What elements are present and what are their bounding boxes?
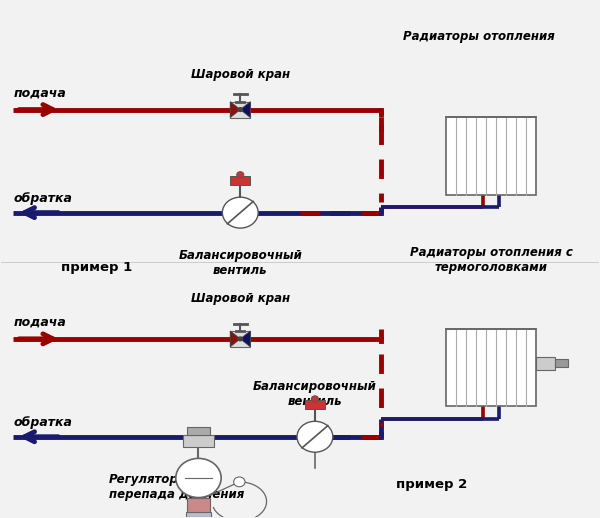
Bar xyxy=(230,176,250,185)
Bar xyxy=(230,102,250,118)
Bar xyxy=(305,400,325,409)
Polygon shape xyxy=(230,331,240,347)
Polygon shape xyxy=(240,102,250,118)
Text: Балансировочный
вентиль: Балансировочный вентиль xyxy=(253,380,377,408)
Bar xyxy=(555,359,568,367)
Bar xyxy=(446,117,536,195)
Circle shape xyxy=(297,421,333,452)
Bar xyxy=(187,498,210,517)
Polygon shape xyxy=(230,102,240,118)
Text: пример 2: пример 2 xyxy=(395,478,467,491)
Text: Шаровой кран: Шаровой кран xyxy=(191,68,290,81)
Text: обратка: обратка xyxy=(13,192,72,205)
Text: Радиаторы отопления: Радиаторы отопления xyxy=(403,30,555,42)
Text: Балансировочный
вентиль: Балансировочный вентиль xyxy=(178,249,302,277)
Bar xyxy=(536,356,555,370)
Circle shape xyxy=(223,197,258,228)
Bar xyxy=(187,427,210,435)
Bar xyxy=(230,331,250,347)
Text: обратка: обратка xyxy=(13,416,72,429)
Circle shape xyxy=(236,171,244,178)
Polygon shape xyxy=(240,331,250,347)
Text: Регулятор
перепада давления: Регулятор перепада давления xyxy=(109,473,244,501)
Bar xyxy=(446,328,536,406)
Text: Шаровой кран: Шаровой кран xyxy=(191,292,290,306)
Circle shape xyxy=(238,108,242,111)
Text: подача: подача xyxy=(13,315,66,328)
Text: подача: подача xyxy=(13,87,66,99)
Text: пример 1: пример 1 xyxy=(61,262,133,275)
Circle shape xyxy=(238,337,242,341)
Circle shape xyxy=(176,458,221,498)
Bar xyxy=(182,435,214,447)
Text: Радиаторы отопления с
термоголовками: Радиаторы отопления с термоголовками xyxy=(410,247,572,275)
Circle shape xyxy=(233,477,245,487)
Circle shape xyxy=(311,396,319,402)
Bar xyxy=(186,512,211,517)
